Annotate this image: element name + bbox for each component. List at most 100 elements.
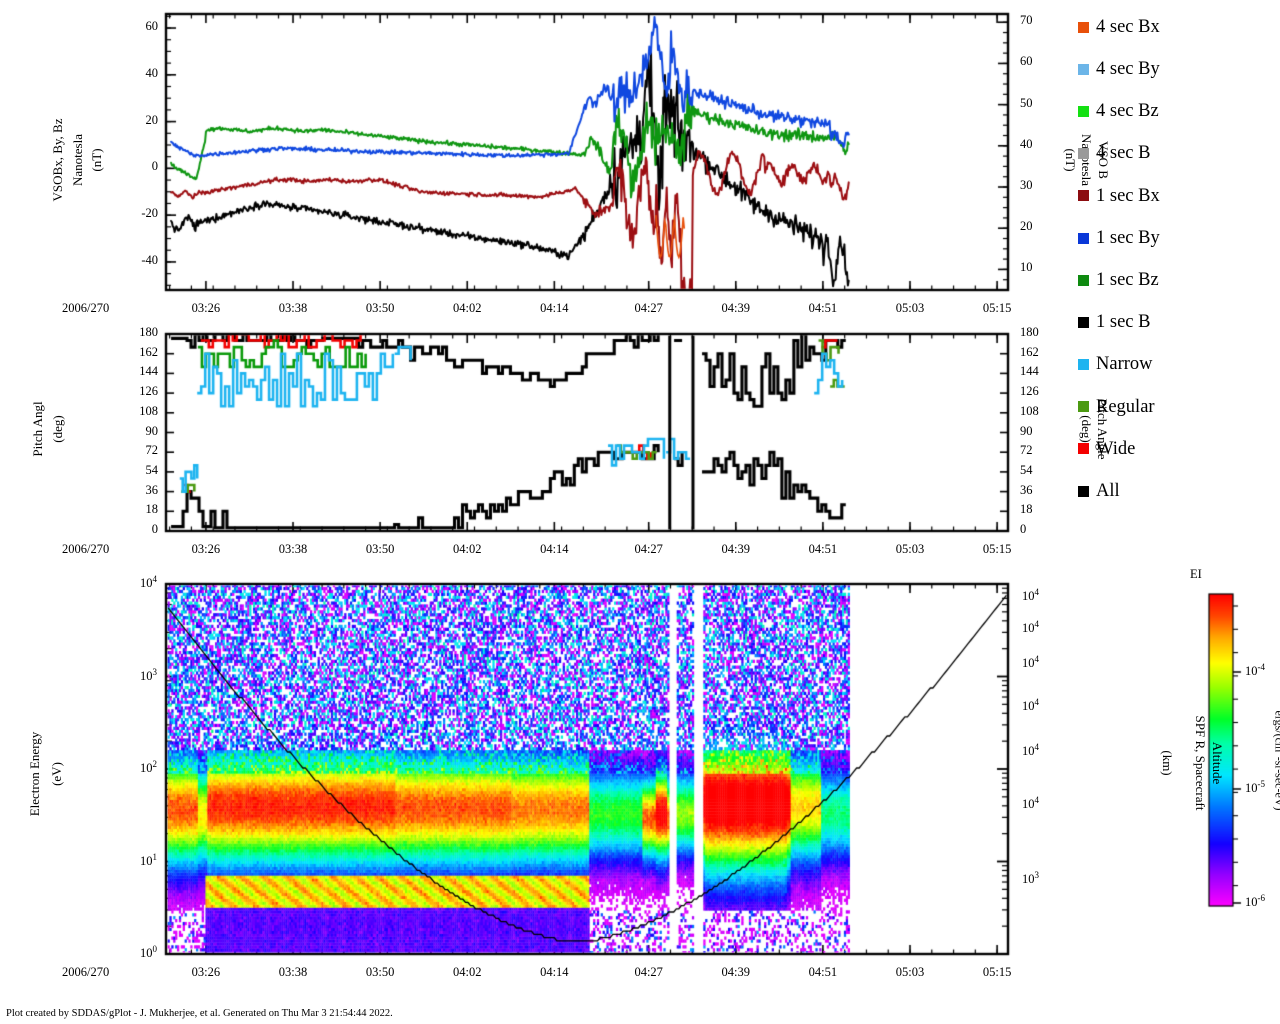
time-tick-label: 03:50 [365,965,395,979]
legend-swatch-icon [1078,443,1089,455]
panel2-y2tick-label: 180 [1020,325,1039,339]
panel3-ytick-label: 100 [140,944,157,961]
legend-item[interactable]: 1 sec Bz [1078,259,1278,301]
panel1-ytick-label: -40 [141,252,158,267]
panel1-y2tick-label: 30 [1020,178,1033,192]
panel1-date-label: 2006/270 [62,301,110,315]
panel2-ytick-label: 144 [139,364,158,379]
panel3-ytick-label: 104 [140,574,157,591]
legend-item[interactable]: 1 sec Bx [1078,175,1278,217]
legend-swatch-icon [1078,401,1089,413]
time-tick-label: 03:38 [278,301,308,315]
panel1-y2tick-label: 60 [1020,54,1033,69]
legend-item[interactable]: 4 sec Bz [1078,90,1278,132]
panel2-ytick-label: 36 [145,482,159,497]
legend-item[interactable]: Wide [1078,428,1278,470]
legend-label: 1 sec Bz [1096,269,1159,290]
time-tick-label: 04:27 [634,965,663,979]
panel2-y2tick-label: 72 [1020,443,1033,458]
panel1-ytick-label: 40 [145,65,159,80]
panel1-y2tick-label: 70 [1020,13,1033,28]
time-tick-label: 04:51 [808,965,838,979]
panel3-y2tick-label: 104 [1022,619,1039,636]
legend: 4 sec Bx 4 sec By 4 sec Bz 4 sec B 1 sec… [1078,6,1278,512]
time-tick-label: 04:39 [721,965,751,979]
legend-label: 1 sec Bx [1096,185,1160,206]
panel3-y2tick-label: 104 [1022,742,1039,759]
time-tick-label: 05:15 [982,301,1012,315]
panel3-ytick-label: 101 [140,851,157,868]
panel2-ytick-label: 126 [139,384,158,399]
panel2-y2tick-label: 36 [1020,482,1033,497]
colorbar-title: EI [1190,567,1202,581]
time-tick-label: 04:14 [540,301,569,315]
time-tick-label: 05:15 [982,542,1012,556]
legend-swatch-icon [1078,105,1089,117]
legend-swatch-icon [1078,190,1089,202]
colorbar-tick-label: 10-5 [1245,779,1265,796]
time-tick-label: 04:02 [452,301,482,315]
time-tick-label: 05:03 [895,965,925,979]
panel2-ytick-label: 108 [139,403,158,418]
panel2-ytick-label: 18 [145,502,159,517]
panel1-y2tick-label: 20 [1020,219,1033,234]
colorbar-tick-label: 10-6 [1245,893,1265,910]
legend-label: 1 sec By [1096,227,1160,248]
time-tick-label: 05:15 [982,965,1012,979]
panel2-ytick-label: 180 [139,325,158,339]
legend-item[interactable]: 4 sec B [1078,133,1278,175]
legend-label: 4 sec Bz [1096,101,1159,122]
legend-swatch-icon [1078,21,1089,33]
legend-label: Regular [1096,396,1155,417]
panel2-date-label: 2006/270 [62,542,110,556]
panel1-ytick-label: 60 [145,19,159,34]
legend-item[interactable]: 4 sec Bx [1078,6,1278,48]
panel3-ytick-label: 103 [140,666,157,683]
time-tick-label: 05:03 [895,542,925,556]
legend-label: All [1096,480,1120,501]
time-tick-label: 03:50 [365,542,395,556]
legend-label: 4 sec Bx [1096,16,1160,37]
panel2-ytick-label: 0 [151,522,158,536]
legend-item[interactable]: Regular [1078,386,1278,428]
legend-label: 1 sec B [1096,312,1151,333]
panel3-y2tick-label: 104 [1022,654,1039,671]
time-tick-label: 03:26 [191,542,221,556]
panel1-ytick-label: 20 [145,112,159,127]
footer-credit: Plot created by SDDAS/gPlot - J. Mukherj… [6,1008,393,1019]
panel2-y2tick-label: 0 [1020,522,1027,536]
legend-swatch-icon [1078,316,1089,328]
legend-swatch-icon [1078,232,1089,244]
legend-label: Wide [1096,438,1136,459]
legend-swatch-icon [1078,63,1089,75]
legend-item[interactable]: 1 sec B [1078,301,1278,343]
legend-swatch-icon [1078,359,1089,371]
time-tick-label: 04:14 [540,542,569,556]
time-tick-label: 03:38 [278,965,308,979]
time-tick-label: 04:27 [634,301,663,315]
panel2-ytick-label: 162 [139,344,158,359]
legend-item[interactable]: All [1078,470,1278,512]
panel3-date-label: 2006/270 [62,965,110,979]
panel3-y2tick-label: 104 [1022,697,1039,714]
panel2-y2tick-label: 126 [1020,384,1039,399]
legend-swatch-icon [1078,274,1089,286]
time-tick-label: 04:51 [808,542,838,556]
time-tick-label: 04:39 [721,301,751,315]
legend-item[interactable]: 1 sec By [1078,217,1278,259]
time-tick-label: 04:51 [808,301,838,315]
panel1-y2tick-label: 10 [1020,260,1033,275]
time-tick-label: 03:50 [365,301,395,315]
panel3-y2tick-label: 104 [1022,587,1039,604]
time-tick-label: 03:26 [191,301,221,315]
panel1-ytick-label: 0 [151,159,158,174]
legend-item[interactable]: Narrow [1078,344,1278,386]
panel1-ytick-label: -20 [141,206,158,221]
panel2-y2tick-label: 144 [1020,364,1039,379]
legend-item[interactable]: 4 sec By [1078,48,1278,90]
panel2-ytick-label: 90 [145,423,159,438]
panel3-y2tick-label: 104 [1022,795,1039,812]
